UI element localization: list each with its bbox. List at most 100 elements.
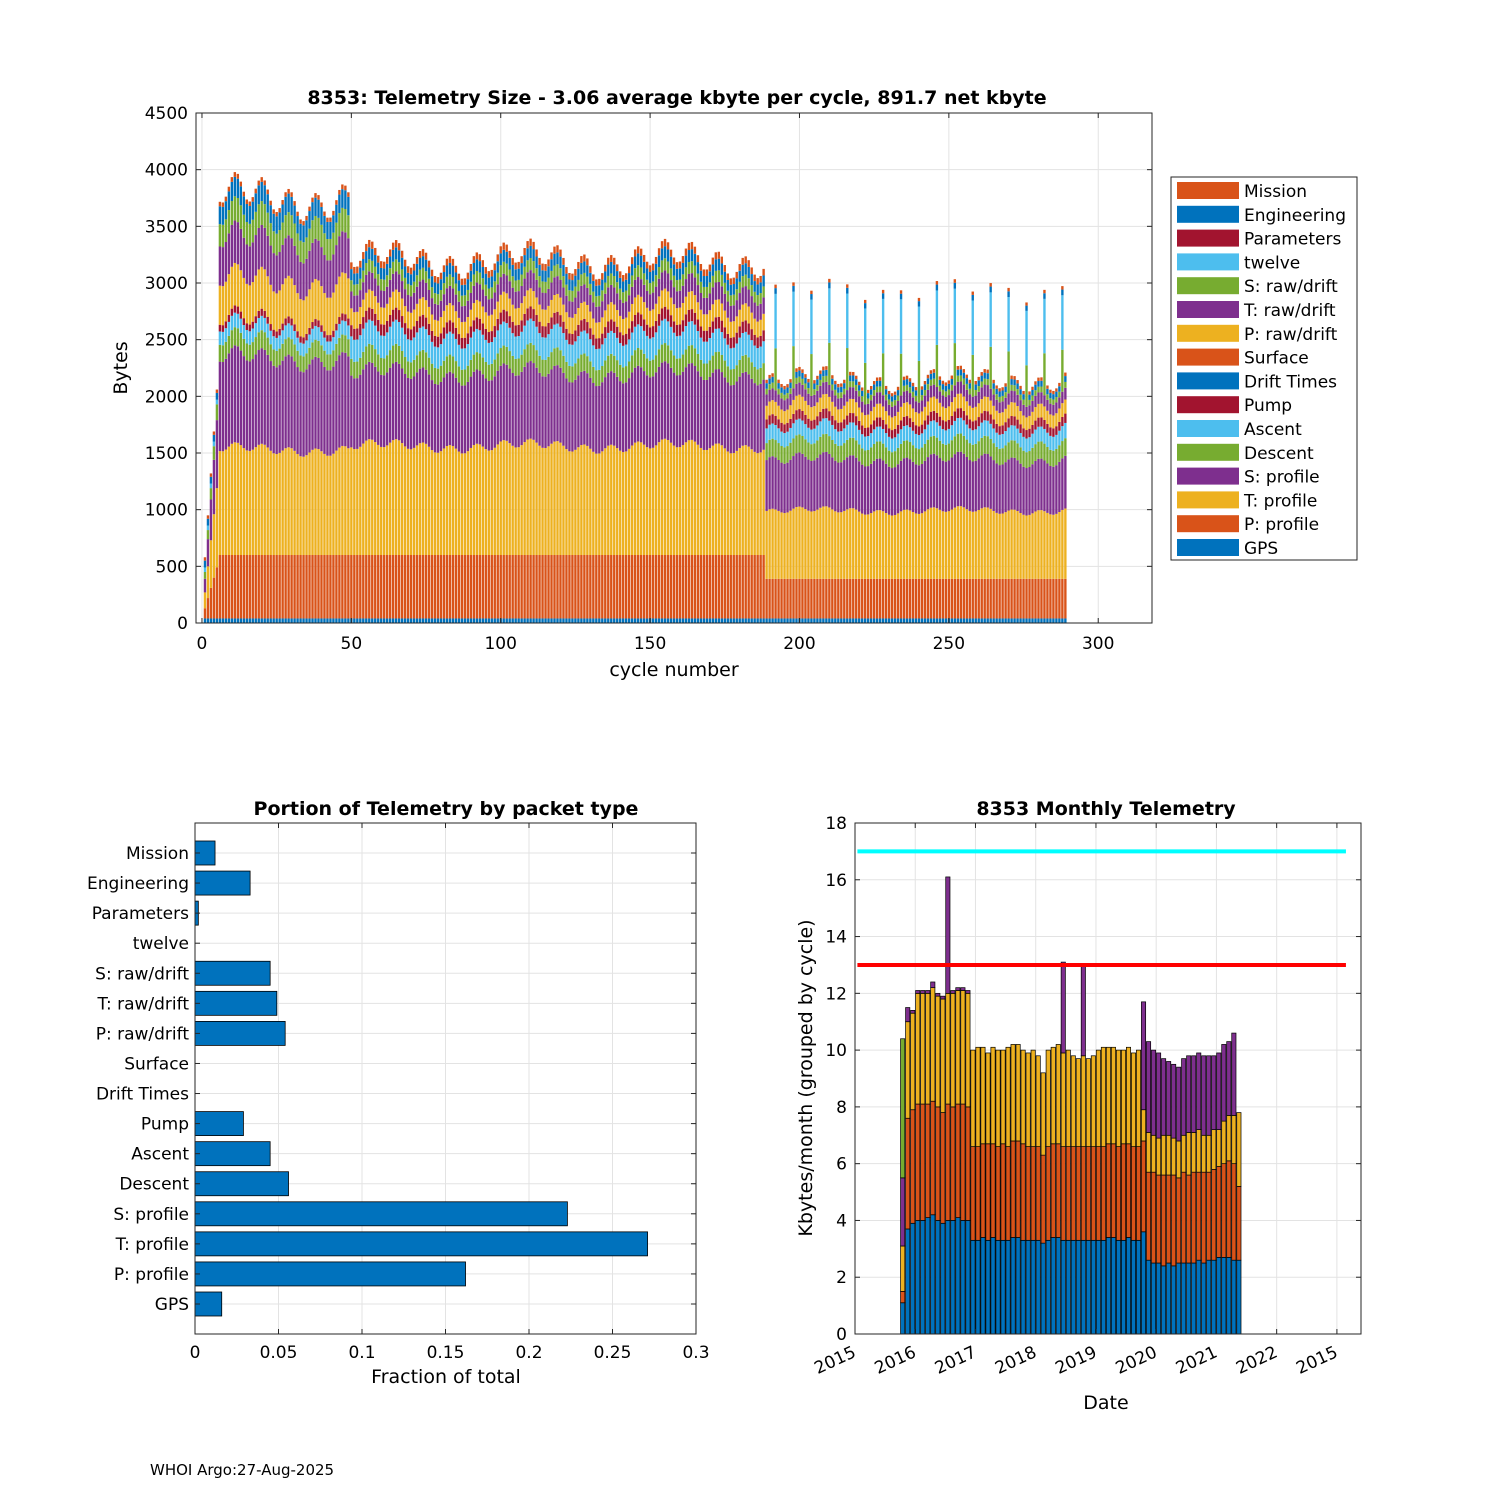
bar-segment: [741, 618, 744, 623]
bar-segment: [436, 618, 440, 623]
bar-segment: [941, 443, 945, 461]
bar-segment: [359, 307, 362, 324]
bar-segment: [550, 282, 553, 300]
bar-segment: [418, 298, 422, 317]
bar-segment: [932, 578, 936, 619]
bar-segment: [896, 578, 900, 619]
bar-segment: [687, 440, 691, 555]
bar-segment: [245, 203, 248, 222]
bar-segment: [457, 273, 461, 281]
month-bar-segment: [1020, 1143, 1026, 1241]
bar-segment: [359, 335, 362, 358]
bar-segment: [400, 298, 404, 317]
bar-segment: [457, 290, 461, 302]
month-bar-segment: [945, 1220, 951, 1335]
bar-segment: [771, 578, 774, 619]
bar-segment: [224, 328, 228, 342]
bar-segment: [762, 330, 765, 342]
bar-segment: [496, 318, 499, 331]
month-bar-segment: [1146, 1259, 1152, 1335]
bar-segment: [762, 341, 765, 364]
bar-segment: [433, 452, 437, 555]
bar-segment: [341, 352, 344, 446]
bar-segment: [350, 358, 353, 376]
bar-segment: [771, 400, 774, 415]
bar-segment: [523, 325, 526, 350]
bar-segment: [1004, 431, 1007, 446]
bar-segment: [580, 320, 583, 332]
month-bar-segment: [1040, 1154, 1046, 1244]
legend-label: Engineering: [1244, 206, 1346, 226]
bar-segment: [678, 447, 682, 555]
bar-segment: [433, 555, 437, 619]
bar-segment: [445, 265, 449, 277]
bar-segment: [1043, 578, 1046, 619]
bar-segment: [254, 188, 257, 194]
month-bar-segment: [1005, 1239, 1011, 1335]
bar-segment: [374, 278, 377, 297]
bar-segment: [553, 555, 556, 619]
bar-segment: [400, 443, 404, 555]
bar-segment: [302, 300, 305, 338]
bar-segment: [251, 321, 254, 329]
bar-segment: [380, 290, 383, 308]
bar-segment: [388, 279, 392, 298]
bar-segment: [1052, 514, 1055, 579]
bar-segment: [302, 372, 305, 457]
bar-segment: [645, 324, 649, 336]
bar-segment: [236, 555, 240, 619]
bar-segment: [511, 618, 514, 623]
month-bar-segment: [965, 990, 971, 994]
bar-segment: [923, 460, 927, 512]
bar-segment: [397, 363, 401, 441]
bar-segment: [735, 618, 738, 623]
bar-segment: [866, 398, 870, 404]
bar-segment: [798, 366, 801, 371]
bar-segment: [514, 325, 517, 337]
bar-segment: [687, 291, 691, 310]
month-bar-segment: [1080, 964, 1086, 1057]
month-bar-segment: [1211, 1055, 1217, 1130]
bar-segment: [690, 261, 694, 274]
bar-segment: [837, 383, 840, 388]
bar-segment: [218, 361, 222, 452]
bar-segment: [362, 270, 365, 283]
bar-segment: [846, 415, 849, 425]
bar-segment: [669, 367, 673, 443]
bar-segment: [780, 445, 783, 463]
bar-segment: [442, 377, 446, 449]
bar-segment: [1013, 402, 1016, 417]
bar-segment: [541, 263, 544, 271]
bar-segment: [568, 290, 571, 302]
bar-segment: [502, 249, 505, 262]
bar-segment: [762, 449, 765, 555]
bar-segment: [932, 369, 936, 373]
month-bar-segment: [925, 990, 931, 994]
bar-segment: [266, 316, 269, 324]
bar-segment: [266, 337, 269, 355]
bar-segment: [663, 246, 667, 259]
bar-segment: [574, 330, 577, 342]
bar-segment: [260, 308, 263, 316]
bar-segment: [1055, 391, 1058, 398]
bar-segment: [741, 355, 744, 373]
x-tick-label: 2015: [811, 1342, 859, 1378]
bar-segment: [502, 363, 505, 441]
bar-segment: [732, 369, 735, 385]
month-bar-segment: [995, 1049, 1001, 1147]
bar-segment: [1058, 408, 1061, 422]
bar-segment: [496, 618, 499, 623]
bar-segment: [409, 378, 413, 450]
bar-segment: [789, 442, 792, 460]
bar-segment: [959, 381, 962, 394]
bar-segment: [1004, 512, 1007, 579]
month-bar-segment: [1211, 1168, 1217, 1261]
bar-segment: [236, 264, 240, 307]
bar-segment: [855, 384, 858, 391]
bar-segment: [627, 284, 631, 296]
bar-segment: [418, 257, 422, 270]
bar-segment: [798, 394, 801, 410]
bar-segment: [995, 446, 998, 464]
bar-segment: [1025, 430, 1028, 439]
bar-segment: [227, 233, 231, 275]
